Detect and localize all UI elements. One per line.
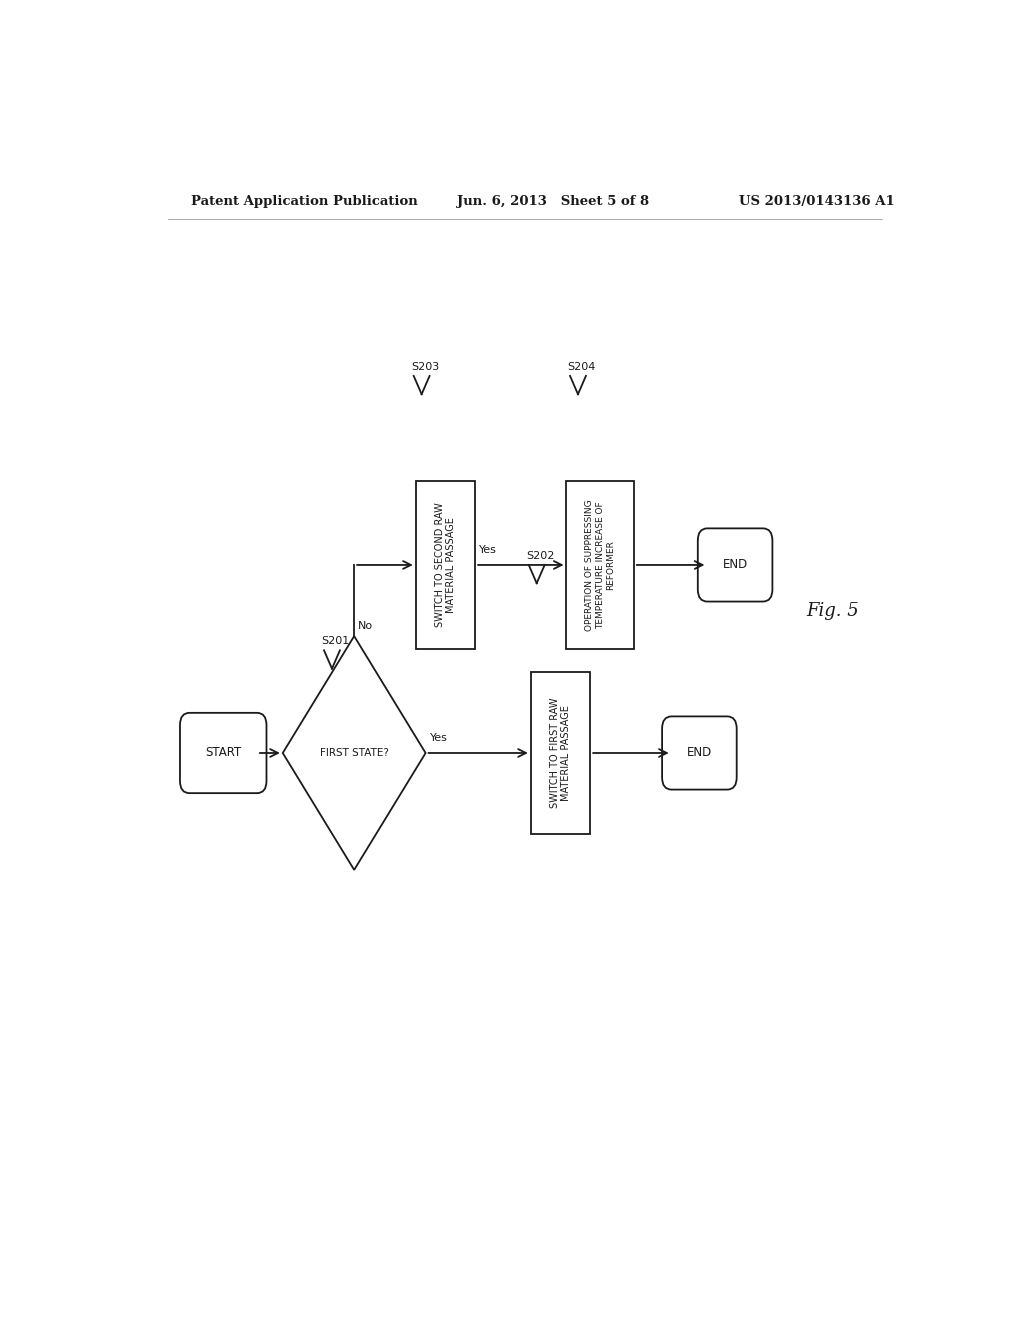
Text: S204: S204 xyxy=(567,362,596,372)
Text: S201: S201 xyxy=(322,636,350,647)
Text: END: END xyxy=(687,747,712,759)
Text: FIRST STATE?: FIRST STATE? xyxy=(319,748,389,758)
Bar xyxy=(416,480,475,649)
Polygon shape xyxy=(283,636,426,870)
FancyBboxPatch shape xyxy=(663,717,736,789)
Text: SWITCH TO FIRST RAW
MATERIAL PASSAGE: SWITCH TO FIRST RAW MATERIAL PASSAGE xyxy=(550,698,571,808)
Text: S202: S202 xyxy=(526,550,555,561)
Text: START: START xyxy=(205,747,242,759)
FancyBboxPatch shape xyxy=(180,713,266,793)
Bar xyxy=(530,672,590,834)
Text: SWITCH TO SECOND RAW
MATERIAL PASSAGE: SWITCH TO SECOND RAW MATERIAL PASSAGE xyxy=(434,503,457,627)
Text: Yes: Yes xyxy=(430,733,447,743)
Text: Yes: Yes xyxy=(479,545,497,554)
FancyBboxPatch shape xyxy=(697,528,772,602)
Text: US 2013/0143136 A1: US 2013/0143136 A1 xyxy=(739,194,895,207)
Bar xyxy=(566,480,634,649)
Text: S203: S203 xyxy=(412,362,439,372)
Text: Jun. 6, 2013   Sheet 5 of 8: Jun. 6, 2013 Sheet 5 of 8 xyxy=(458,194,649,207)
Text: END: END xyxy=(723,558,748,572)
Text: Fig. 5: Fig. 5 xyxy=(807,602,859,619)
Text: Patent Application Publication: Patent Application Publication xyxy=(191,194,418,207)
Text: No: No xyxy=(358,620,374,631)
Text: OPERATION OF SUPPRESSING
TEMPERATURE INCREASE OF
REFORMER: OPERATION OF SUPPRESSING TEMPERATURE INC… xyxy=(586,499,615,631)
